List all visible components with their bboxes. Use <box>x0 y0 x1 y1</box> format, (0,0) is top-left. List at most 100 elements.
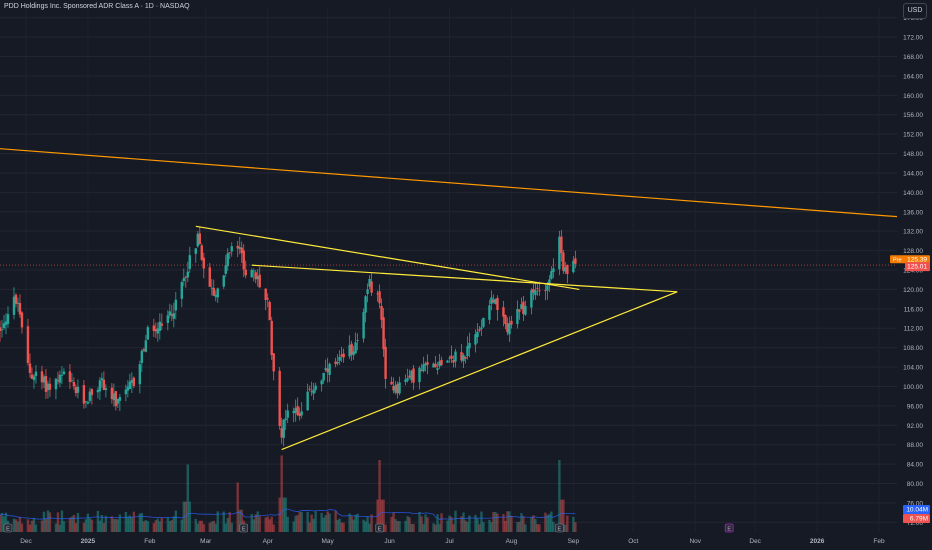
volume-bar <box>320 512 323 532</box>
candle-body <box>562 252 565 271</box>
candle-body <box>324 368 327 371</box>
volume-bar <box>326 511 329 532</box>
candle-body <box>340 354 343 357</box>
candle-body <box>524 305 527 315</box>
currency-button[interactable]: USD <box>903 3 927 19</box>
volume-bar <box>410 523 413 532</box>
volume-bar <box>40 520 44 532</box>
volume-bar <box>396 521 399 532</box>
volume-bar <box>4 512 8 532</box>
candle-body <box>14 294 18 304</box>
candle-body <box>560 236 563 254</box>
volume-bar <box>392 512 395 532</box>
candle-body <box>104 388 108 390</box>
volume-bar <box>252 519 255 532</box>
candle-body <box>180 282 183 299</box>
candle-body <box>194 248 197 254</box>
volume-bar <box>138 513 142 532</box>
candle-body <box>132 377 136 386</box>
candle-body <box>424 363 427 366</box>
candle-body <box>294 408 297 413</box>
candle-body <box>314 385 317 391</box>
candle-body <box>182 278 185 282</box>
candle-body <box>286 410 289 418</box>
volume-bar <box>60 510 64 532</box>
volume-bar <box>552 521 555 532</box>
volume-bar <box>236 482 239 532</box>
volume-bar <box>30 520 34 532</box>
candle-body <box>384 346 387 379</box>
candle-body <box>488 305 491 320</box>
volume-bar <box>368 523 371 532</box>
candle-body <box>350 343 353 355</box>
volume-bar <box>474 514 477 532</box>
candle-body <box>574 258 577 264</box>
trendline-orange-0 <box>0 148 898 218</box>
candle-body <box>440 359 443 366</box>
volume-bar <box>328 513 331 532</box>
candle-body <box>254 272 257 280</box>
candle-body <box>534 290 537 296</box>
candle-body <box>2 323 6 328</box>
x-tick-label: Aug <box>506 538 518 545</box>
volume-bar <box>312 518 315 532</box>
x-tick-label: Nov <box>689 538 701 545</box>
candle-body <box>62 371 66 375</box>
volume-bar <box>562 499 565 532</box>
volume-bar <box>172 516 176 532</box>
volume-bar <box>404 520 407 532</box>
volume-bar <box>110 516 114 532</box>
candle-body <box>166 315 170 324</box>
volume-bar <box>548 513 551 532</box>
grid-lines <box>0 8 897 532</box>
candle-body <box>48 383 52 390</box>
volume-bar <box>382 499 385 532</box>
volume-bar <box>482 522 485 532</box>
volume-bar <box>124 511 128 532</box>
candle-body <box>4 321 8 325</box>
volume-bar <box>0 512 4 532</box>
volume-bar <box>564 524 567 532</box>
candle-body <box>454 351 457 362</box>
candle-body <box>268 302 271 321</box>
volume-bar <box>350 516 353 532</box>
volume-bar <box>156 518 160 532</box>
volume-bar <box>538 524 541 532</box>
candle-body <box>158 321 162 331</box>
volume-bar <box>412 523 415 532</box>
x-tick-label: Jun <box>384 538 395 545</box>
volume-bar <box>254 514 257 532</box>
volume-bar <box>440 513 443 532</box>
y-tick-label: 172.00 <box>903 35 923 42</box>
earnings-marker-glyph: E <box>378 526 382 532</box>
volume-bar <box>508 511 511 532</box>
y-tick-label: 140.00 <box>903 190 923 197</box>
candle-body <box>548 279 551 286</box>
x-tick-label: Feb <box>873 538 885 545</box>
candle-body <box>336 361 339 364</box>
candle-body <box>326 368 329 373</box>
volume-bar <box>186 464 189 532</box>
candle-body <box>118 397 122 401</box>
candle-body <box>342 353 345 358</box>
candle-body <box>452 360 455 363</box>
candle-body <box>520 304 523 309</box>
event-marker-glyph: E <box>727 526 731 532</box>
volume-bar <box>370 514 373 532</box>
trendline-yellow-1 <box>195 225 580 290</box>
earnings-marker-glyph: E <box>242 526 246 532</box>
last-price-value: 125.01 <box>907 264 927 271</box>
volume-bar <box>14 519 18 532</box>
volume-bar <box>214 523 217 532</box>
volume-bar <box>292 521 295 532</box>
x-tick-label: Jul <box>445 538 454 545</box>
candle-body <box>478 329 481 331</box>
y-tick-label: 152.00 <box>903 132 923 139</box>
candle-body <box>250 270 253 278</box>
y-tick-label: 96.00 <box>907 403 924 410</box>
candle-body <box>26 326 30 363</box>
candle-body <box>196 233 199 247</box>
